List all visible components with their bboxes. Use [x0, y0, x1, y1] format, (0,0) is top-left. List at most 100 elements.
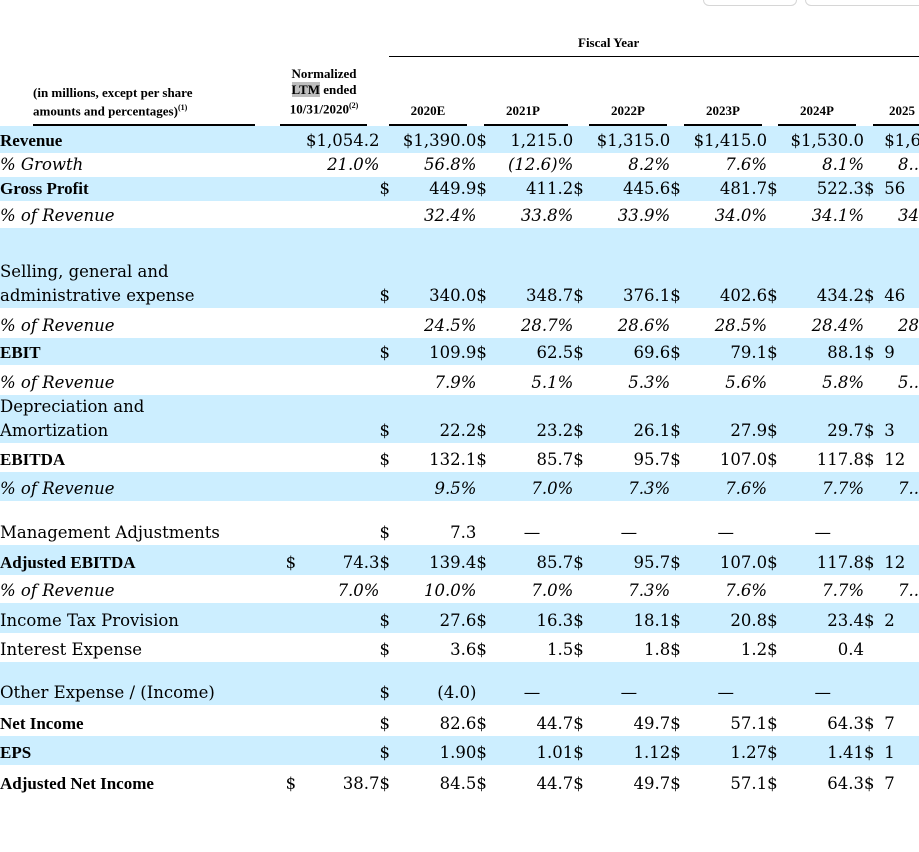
- toolbar-button-2[interactable]: [805, 0, 919, 6]
- currency-symbol-2025: $: [864, 774, 875, 793]
- currency-symbol-2022p: $: [573, 177, 588, 201]
- value-cell-2025: 46: [878, 228, 919, 308]
- ltm-ended: ended: [319, 82, 357, 97]
- currency-symbol-2024p: $: [767, 395, 782, 443]
- value-cell-2024p: —: [814, 523, 831, 542]
- currency-symbol-ltm: [286, 633, 300, 662]
- currency-symbol-2020e: $: [379, 450, 390, 469]
- table-row: Selling, general and administrative expe…: [0, 228, 919, 308]
- value-cell-2024p: $1,530.0: [781, 126, 865, 153]
- currency-symbol-2021p: [476, 662, 491, 705]
- value-cell-2023p: 402.6: [684, 228, 768, 308]
- header-rule-2024p: [778, 124, 856, 126]
- currency-symbol-ltm: [285, 338, 300, 365]
- value-cell-2023p: 1.2: [740, 640, 768, 659]
- units-label: (in millions, except per share amounts a…: [33, 85, 248, 118]
- value-cell-2022p: —: [620, 523, 638, 542]
- value-cell-2024p: 64.3: [827, 714, 865, 733]
- currency-symbol-2025: $: [864, 450, 875, 469]
- value-cell-2022p: 95.7: [633, 450, 671, 469]
- row-label: EBIT: [0, 338, 286, 365]
- pct-cell-2022p: 28.6%: [617, 316, 671, 335]
- value-cell-2022p: 69.6: [587, 338, 671, 365]
- row-label: Other Expense / (Income): [0, 662, 286, 705]
- value-cell-2023p: 107.0: [719, 450, 768, 469]
- table-row: % of Revenue 7.9% 5.1% 5.3% 5.6% 5.8% 5..: [0, 365, 919, 395]
- currency-symbol-2021p: $: [476, 714, 487, 733]
- pct-cell-2022p: 8.2%: [628, 155, 671, 174]
- currency-symbol-2025: [864, 662, 879, 705]
- header-rule-2023p: [684, 124, 762, 126]
- pct-cell-2023p: 7.6%: [725, 155, 768, 174]
- value-cell-2021p: 348.7: [490, 228, 574, 308]
- pct-cell-2024p: 28.4%: [811, 316, 865, 335]
- currency-symbol-2023p: $: [670, 736, 685, 765]
- value-cell-2024p: 23.4: [781, 603, 865, 633]
- value-cell-2022p: 376.1: [587, 228, 671, 308]
- currency-symbol-2020e: $: [379, 662, 394, 705]
- value-cell-2022p: $1,315.0: [587, 126, 671, 153]
- header-rule-2025: [873, 124, 919, 126]
- table-row: EBIT $109.9 $62.5 $69.6 $79.1 $88.1 $9: [0, 338, 919, 365]
- currency-symbol-2021p: $: [476, 603, 491, 633]
- currency-symbol-2020e: $: [379, 736, 394, 765]
- currency-symbol-2020e: $: [379, 545, 394, 575]
- value-cell-2020e: 27.6: [393, 603, 477, 633]
- header-rule-2021p: [484, 124, 568, 126]
- value-cell-2022p: 445.6: [587, 177, 671, 201]
- table-row: Interest Expense $3.6 $1.5 $1.8 $1.2 $0.4: [0, 633, 919, 662]
- pct-cell-2024p: 34.1%: [811, 206, 865, 225]
- pct-cell-2022p: 7.3%: [573, 472, 671, 501]
- row-label: Management Adjustments: [0, 523, 220, 542]
- currency-symbol-2024p: $: [767, 450, 778, 469]
- value-cell-2020e: 340.0: [393, 228, 477, 308]
- value-cell-2023p: 57.1: [730, 714, 768, 733]
- currency-symbol-2025: $: [864, 228, 879, 308]
- value-cell-2024p: 64.3: [827, 774, 865, 793]
- table-row: % of Revenue 24.5% 28.7% 28.6% 28.5% 28.4% 28.…: [0, 308, 919, 338]
- currency-symbol-2021p: $: [476, 545, 491, 575]
- currency-symbol-2025: $: [864, 395, 879, 443]
- currency-symbol-2022p: $: [573, 545, 588, 575]
- row-label: Adjusted Net Income: [0, 774, 154, 793]
- currency-symbol-ltm: [285, 603, 300, 633]
- currency-symbol-2022p: $: [573, 774, 584, 793]
- currency-symbol-2024p: $: [767, 545, 782, 575]
- currency-symbol-ltm: [285, 395, 300, 443]
- pct-cell-2023p: 34.0%: [714, 206, 768, 225]
- value-cell-ltm: [299, 177, 380, 201]
- currency-symbol-2023p: $: [670, 603, 685, 633]
- currency-symbol-2020e: $: [379, 338, 394, 365]
- row-label: % of Revenue: [0, 472, 286, 501]
- table-row: Adjusted EBITDA $74.3 $139.4 $85.7 $95.7 $107…: [0, 545, 919, 575]
- table-row: EPS $1.90 $1.01 $1.12 $1.27 $1.41 $1: [0, 736, 919, 765]
- toolbar-button-1[interactable]: [703, 0, 797, 6]
- value-cell-2021p: 23.2: [490, 395, 574, 443]
- pct-cell-2021p: 7.0%: [531, 581, 574, 600]
- ltm-line1: Normalized: [291, 66, 357, 81]
- value-cell-2024p: 522.3: [781, 177, 865, 201]
- row-label: Revenue: [0, 126, 286, 153]
- currency-symbol-2021p: $: [476, 640, 487, 659]
- value-cell-2021p: 85.7: [536, 450, 574, 469]
- value-cell-2024p: 88.1: [781, 338, 865, 365]
- value-cell-2020e: 7.3: [450, 523, 477, 542]
- row-label: % Growth: [0, 155, 84, 174]
- value-cell-2020e: 109.9: [393, 338, 477, 365]
- ltm-column-header: Normalized LTM ended 10/31/2020(2): [283, 66, 365, 117]
- currency-symbol-2021p: $: [476, 177, 491, 201]
- value-cell-2024p: 117.8: [781, 545, 865, 575]
- ltm-highlight: LTM: [291, 82, 320, 97]
- table-row: % of Revenue 9.5% 7.0% 7.3% 7.6% 7.7% 7..: [0, 472, 919, 501]
- pct-cell-2023p: 5.6%: [725, 373, 768, 392]
- header-rule-2020e: [389, 124, 467, 126]
- pct-cell-2021p: 28.7%: [520, 316, 574, 335]
- currency-symbol-2021p: $: [476, 338, 491, 365]
- currency-symbol-2025: [864, 126, 879, 153]
- row-label: Selling, general and administrative expe…: [0, 228, 286, 308]
- header-rule-ltm: [280, 124, 367, 126]
- year-header-2021p: 2021P: [506, 103, 540, 118]
- currency-symbol-2024p: $: [767, 228, 782, 308]
- currency-symbol-2024p: $: [767, 714, 778, 733]
- currency-symbol-2025: [864, 633, 878, 662]
